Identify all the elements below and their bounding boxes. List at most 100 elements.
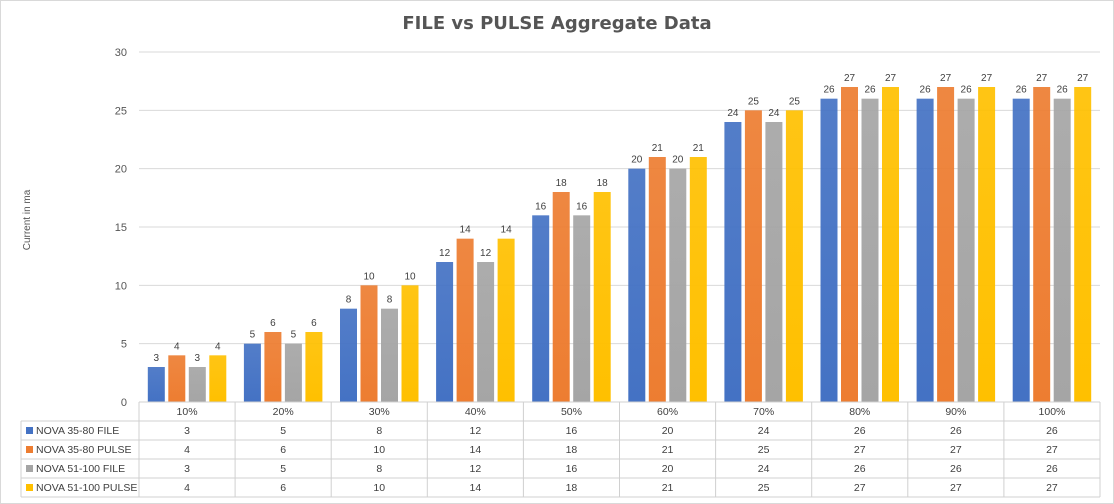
bar: [552, 192, 570, 402]
data-label: 18: [597, 178, 609, 189]
data-label: 21: [693, 143, 705, 154]
table-cell: 26: [950, 463, 962, 475]
x-tick-label: 100%: [1039, 406, 1066, 418]
bar: [841, 87, 858, 402]
data-label: 14: [501, 225, 513, 236]
data-label: 18: [556, 178, 568, 189]
x-tick-label: 10%: [177, 406, 198, 418]
bar: [147, 367, 165, 402]
chart-title: FILE vs PULSE Aggregate Data: [402, 13, 711, 34]
bar: [401, 285, 419, 402]
data-label: 26: [1057, 85, 1069, 96]
data-label: 27: [885, 73, 897, 84]
bar: [284, 343, 302, 402]
x-tick-label: 80%: [849, 406, 870, 418]
bar: [724, 122, 742, 402]
data-label: 5: [291, 330, 297, 341]
table-cell: 6: [280, 482, 286, 494]
data-label: 27: [981, 73, 993, 84]
table-cell: 12: [470, 425, 482, 437]
y-tick-label: 25: [115, 105, 127, 117]
y-axis-label: Current in ma: [22, 189, 33, 250]
data-label: 3: [195, 353, 201, 364]
bar: [1033, 87, 1051, 402]
data-label: 16: [576, 201, 588, 212]
data-label: 21: [652, 143, 664, 154]
data-label: 4: [174, 341, 180, 352]
table-cell: 6: [280, 444, 286, 456]
table-cell: 3: [184, 463, 190, 475]
x-tick-label: 60%: [657, 406, 678, 418]
table-cell: 27: [950, 444, 962, 456]
data-label: 8: [387, 295, 393, 306]
table-cell: 8: [376, 463, 382, 475]
data-label: 10: [363, 271, 375, 282]
bar: [497, 238, 515, 402]
table-cell: 27: [854, 444, 866, 456]
table-cell: 26: [950, 425, 962, 437]
bar: [765, 122, 783, 402]
data-label: 27: [940, 73, 952, 84]
legend-entry: NOVA 51-100 PULSE: [36, 482, 137, 494]
legend-entry: NOVA 35-80 PULSE: [36, 444, 132, 456]
table-cell: 10: [373, 482, 385, 494]
data-label: 24: [727, 108, 739, 119]
bar: [593, 192, 611, 402]
bar: [264, 332, 282, 402]
x-tick-label: 70%: [753, 406, 774, 418]
data-label: 16: [535, 201, 547, 212]
legend-key: [26, 484, 33, 491]
data-label: 6: [311, 318, 317, 329]
bar: [1074, 87, 1092, 402]
table-cell: 16: [566, 425, 578, 437]
table-cell: 27: [1046, 482, 1058, 494]
data-label: 4: [215, 341, 221, 352]
table-cell: 3: [184, 425, 190, 437]
bar: [381, 308, 398, 402]
data-label: 6: [270, 318, 276, 329]
table-cell: 5: [280, 463, 286, 475]
data-label: 26: [864, 85, 876, 96]
table-cell: 27: [950, 482, 962, 494]
bar: [861, 98, 879, 403]
bar: [168, 355, 186, 402]
y-tick-label: 20: [115, 164, 127, 176]
data-label: 24: [768, 108, 780, 119]
data-label: 27: [844, 73, 856, 84]
bar: [188, 367, 206, 402]
bar: [628, 168, 646, 402]
bar: [744, 110, 762, 402]
bar: [573, 215, 591, 402]
data-label: 12: [439, 248, 451, 259]
y-tick-label: 15: [115, 222, 127, 234]
y-axis-ticks: 0 5 10 15 20 25 30: [115, 47, 127, 409]
bar: [785, 110, 803, 402]
table-cell: 4: [184, 444, 190, 456]
bar: [305, 332, 323, 402]
data-label: 20: [631, 155, 643, 166]
bar: [436, 262, 454, 402]
bar: [1053, 98, 1071, 403]
table-cell: 5: [280, 425, 286, 437]
y-tick-label: 5: [121, 339, 127, 351]
table-cell: 25: [758, 444, 770, 456]
data-label: 20: [672, 155, 684, 166]
bar: [820, 98, 838, 403]
data-label: 26: [961, 85, 973, 96]
bars: [147, 87, 1092, 403]
data-label: 26: [920, 85, 932, 96]
table-cell: 20: [662, 425, 674, 437]
table-cell: 4: [184, 482, 190, 494]
data-label: 8: [346, 295, 352, 306]
data-label: 26: [823, 85, 835, 96]
data-label: 25: [748, 96, 760, 107]
legend-key: [26, 427, 33, 434]
bar: [957, 98, 975, 403]
bar: [978, 87, 996, 402]
data-label: 27: [1077, 73, 1089, 84]
table-cell: 26: [1046, 463, 1058, 475]
bar: [360, 285, 378, 402]
bar: [648, 157, 666, 402]
y-tick-label: 10: [115, 280, 127, 292]
